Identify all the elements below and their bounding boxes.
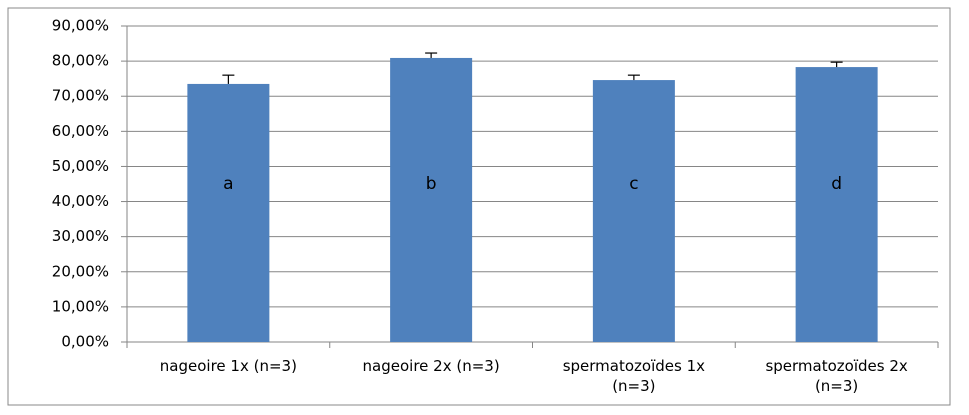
y-tick-label: 20,00% — [52, 262, 109, 280]
x-tick-label: spermatozoïdes 1x (n=3) — [562, 357, 706, 395]
y-tick-label: 90,00% — [52, 17, 109, 35]
bar — [187, 83, 270, 342]
x-tick-label-box: spermatozoïdes 1x (n=3) — [562, 357, 706, 395]
x-tick-label-box: nageoire 1x (n=3) — [159, 357, 297, 375]
bar-label: d — [831, 174, 842, 194]
y-tick-label: 40,00% — [52, 192, 109, 210]
bar-label: c — [629, 174, 638, 194]
y-tick-label: 30,00% — [52, 227, 109, 245]
y-tick-label: 80,00% — [52, 52, 109, 70]
bar-label: a — [223, 174, 233, 194]
error-bar — [627, 74, 640, 81]
bar — [390, 57, 473, 342]
bar — [795, 67, 878, 342]
error-bar — [830, 61, 843, 68]
y-tick-label: 70,00% — [52, 87, 109, 105]
x-tick-label: nageoire 2x (n=3) — [362, 357, 500, 375]
y-tick-label: 10,00% — [52, 297, 109, 315]
bar-label: b — [426, 174, 437, 194]
error-bar — [425, 52, 438, 58]
chart-frame — [7, 7, 951, 406]
y-tick-label: 50,00% — [52, 157, 109, 175]
error-bar — [222, 74, 235, 84]
y-tick-label: 60,00% — [52, 122, 109, 140]
bar — [592, 80, 675, 343]
x-tick-label-box: spermatozoïdes 2x (n=3) — [765, 357, 908, 395]
x-tick-label: nageoire 1x (n=3) — [159, 357, 297, 375]
y-tick-label: 0,00% — [61, 333, 109, 351]
x-tick-label: spermatozoïdes 2x (n=3) — [765, 357, 908, 395]
x-tick-label-box: nageoire 2x (n=3) — [362, 357, 500, 375]
